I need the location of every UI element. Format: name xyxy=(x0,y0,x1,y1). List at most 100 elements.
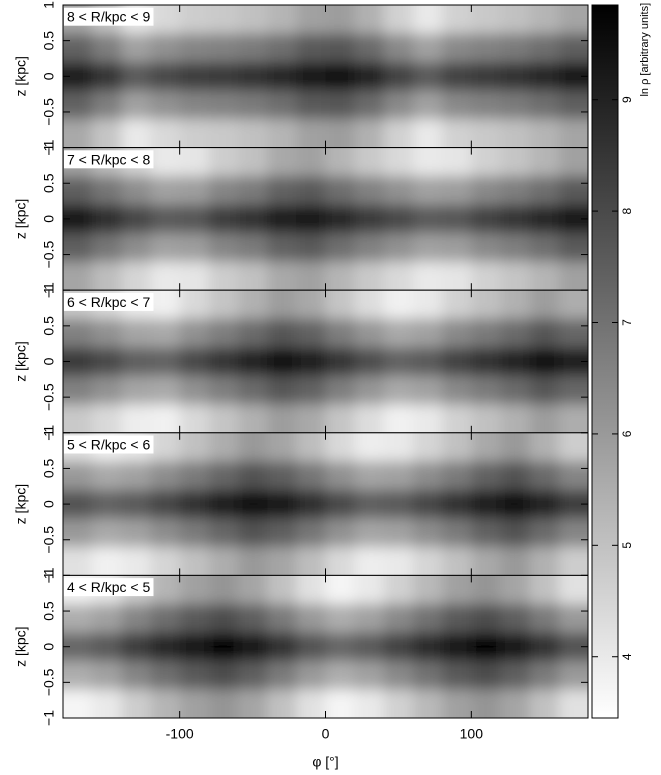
cell xyxy=(500,233,531,263)
cell xyxy=(471,660,502,691)
cell xyxy=(325,375,356,406)
cell xyxy=(529,404,560,433)
cell xyxy=(150,62,181,92)
cell xyxy=(383,62,414,92)
cell xyxy=(529,62,560,92)
colorbar xyxy=(591,4,619,719)
cell xyxy=(413,375,444,406)
cell xyxy=(529,461,560,491)
cell xyxy=(63,689,94,719)
cell xyxy=(500,204,531,235)
cell xyxy=(500,176,531,206)
cell xyxy=(179,689,210,719)
cell xyxy=(296,90,327,121)
cell xyxy=(296,603,327,634)
cell xyxy=(325,90,356,121)
cell xyxy=(500,660,531,691)
cell xyxy=(558,318,588,349)
cell xyxy=(558,432,588,463)
cell xyxy=(150,632,181,662)
cell xyxy=(63,603,94,634)
cell xyxy=(413,575,444,605)
cell xyxy=(442,632,473,662)
panel-label: 4 < R/kpc < 5 xyxy=(67,579,150,595)
cell xyxy=(208,5,239,35)
cell xyxy=(413,404,444,433)
cell xyxy=(354,347,385,377)
cell xyxy=(413,5,444,35)
cell xyxy=(179,5,210,35)
cell xyxy=(296,404,327,433)
cell xyxy=(383,204,414,235)
cell xyxy=(150,660,181,691)
cell xyxy=(383,432,414,463)
cell xyxy=(354,489,385,520)
cell xyxy=(208,660,239,691)
cell xyxy=(413,119,444,148)
cell xyxy=(471,204,502,235)
cell xyxy=(208,233,239,263)
cell xyxy=(325,176,356,206)
cell xyxy=(208,518,239,548)
cell xyxy=(208,461,239,491)
x-axis-label: φ [°] xyxy=(312,754,338,770)
cell xyxy=(92,347,123,377)
cell xyxy=(529,347,560,377)
cell xyxy=(238,461,269,491)
cell xyxy=(179,233,210,263)
cell xyxy=(150,204,181,235)
cell xyxy=(413,518,444,548)
cell xyxy=(208,575,239,605)
cell xyxy=(238,546,269,576)
cell xyxy=(500,632,531,662)
cell xyxy=(413,632,444,662)
cell xyxy=(208,632,239,662)
cell xyxy=(238,432,269,463)
cell xyxy=(296,176,327,206)
cell xyxy=(296,204,327,235)
cell xyxy=(325,603,356,634)
cell xyxy=(296,5,327,35)
panel xyxy=(63,575,588,719)
y-tick-label: 0 xyxy=(41,72,57,80)
cell xyxy=(92,204,123,235)
cell xyxy=(325,204,356,235)
x-tick-label: 0 xyxy=(322,726,330,742)
y-tick-label: 0 xyxy=(41,357,57,365)
cell xyxy=(267,119,298,148)
cell xyxy=(413,147,444,178)
cell xyxy=(238,90,269,121)
cell xyxy=(500,489,531,520)
colorbar-tick-label: 6 xyxy=(620,430,634,437)
cell xyxy=(413,546,444,576)
y-tick-label: 0.5 xyxy=(41,173,57,193)
cell xyxy=(296,290,327,320)
cell xyxy=(325,347,356,377)
cell xyxy=(442,375,473,406)
cell xyxy=(383,546,414,576)
y-tick-label: 0.5 xyxy=(41,459,57,479)
cell xyxy=(150,518,181,548)
cell xyxy=(208,290,239,320)
cell xyxy=(471,119,502,148)
cell xyxy=(150,575,181,605)
cell xyxy=(179,261,210,291)
cell xyxy=(267,204,298,235)
cell xyxy=(179,375,210,406)
cell xyxy=(354,432,385,463)
cell xyxy=(208,404,239,433)
panel-label-bg xyxy=(64,578,154,597)
cell xyxy=(500,518,531,548)
y-axis-label: z [kpc] xyxy=(13,484,29,524)
cell xyxy=(208,90,239,121)
cell xyxy=(354,261,385,291)
cell xyxy=(179,461,210,491)
cell xyxy=(354,147,385,178)
cell xyxy=(325,404,356,433)
cell xyxy=(179,119,210,148)
cell xyxy=(354,204,385,235)
cell xyxy=(92,261,123,291)
cell xyxy=(296,33,327,64)
cell xyxy=(471,318,502,349)
cell xyxy=(121,347,152,377)
